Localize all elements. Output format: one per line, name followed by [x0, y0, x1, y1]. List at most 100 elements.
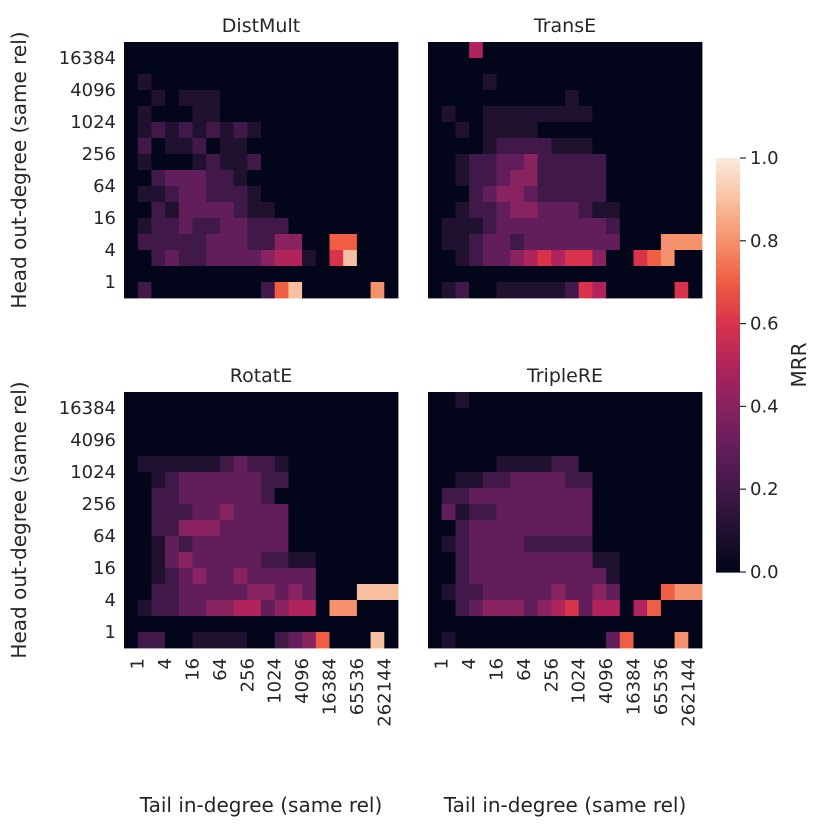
heatmap-cell	[619, 42, 634, 59]
heatmap-cell	[178, 552, 193, 569]
heatmap-cell	[565, 106, 580, 123]
heatmap-cell	[482, 250, 497, 267]
heatmap-cell	[469, 392, 484, 409]
heatmap-cell	[151, 170, 166, 187]
heatmap-cell	[124, 186, 139, 203]
heatmap-cell	[441, 122, 456, 139]
heatmap-cell	[151, 122, 166, 139]
heatmap-cell	[633, 456, 648, 473]
heatmap-cell	[523, 106, 538, 123]
heatmap-cell	[674, 138, 689, 155]
heatmap-cell	[633, 616, 648, 633]
heatmap-cell	[233, 122, 248, 139]
heatmap-cell	[469, 456, 484, 473]
heatmap-cell	[633, 408, 648, 425]
colorbar-segment	[716, 158, 740, 163]
heatmap-cell	[469, 74, 484, 91]
heatmap-cell	[247, 170, 262, 187]
colorbar-segment	[716, 472, 740, 478]
heatmap-cell	[151, 552, 166, 569]
heatmap-cell	[660, 584, 675, 601]
heatmap-cell	[343, 74, 358, 91]
heatmap-cell	[428, 74, 443, 91]
colorbar-segment	[716, 439, 740, 445]
heatmap-cell	[137, 456, 152, 473]
heatmap-cell	[343, 42, 358, 59]
heatmap-cell	[233, 154, 248, 171]
heatmap-cell	[247, 408, 262, 425]
heatmap-cell	[523, 472, 538, 489]
heatmap-cell	[370, 552, 385, 569]
heatmap-cell	[233, 568, 248, 585]
heatmap-cell	[551, 106, 566, 123]
heatmap-cell	[151, 42, 166, 59]
x-tick-label: 1	[128, 658, 149, 669]
heatmap-cell	[274, 282, 289, 299]
colorbar-segment	[716, 534, 740, 540]
heatmap-cell	[606, 568, 621, 585]
heatmap-cell	[178, 472, 193, 489]
heatmap-cell	[523, 568, 538, 585]
heatmap-cell	[274, 170, 289, 187]
heatmap-cell	[482, 58, 497, 75]
heatmap-cell	[288, 58, 303, 75]
heatmap-cell	[496, 392, 511, 409]
heatmap-cell	[606, 282, 621, 299]
heatmap-cell	[274, 154, 289, 171]
heatmap-cell	[261, 584, 276, 601]
heatmap-cell	[482, 106, 497, 123]
heatmap-cell	[178, 424, 193, 441]
panel-transe: TransE	[428, 15, 703, 299]
heatmap-cell	[247, 154, 262, 171]
heatmap-cell	[537, 520, 552, 537]
heatmap-cell	[137, 202, 152, 219]
heatmap-cell	[551, 186, 566, 203]
heatmap-cell	[192, 170, 207, 187]
heatmap-cell	[537, 74, 552, 91]
heatmap-cell	[356, 568, 371, 585]
colorbar-segment	[716, 518, 740, 523]
heatmap-cell	[551, 616, 566, 633]
heatmap-cell	[660, 250, 675, 267]
heatmap-cell	[688, 504, 703, 521]
heatmap-cell	[688, 472, 703, 489]
heatmap-cell	[647, 456, 662, 473]
heatmap-cell	[496, 234, 511, 251]
heatmap-cell	[151, 632, 166, 649]
heatmap-cell	[688, 488, 703, 505]
heatmap-cell	[315, 632, 330, 649]
heatmap-cell	[343, 282, 358, 299]
heatmap-cell	[137, 74, 152, 91]
heatmap-cell	[428, 584, 443, 601]
heatmap-cell	[606, 186, 621, 203]
heatmap-cell	[315, 424, 330, 441]
heatmap-cell	[247, 584, 262, 601]
heatmap-cell	[660, 154, 675, 171]
heatmap-cell	[137, 440, 152, 457]
heatmap-cell	[482, 504, 497, 521]
heatmap-cell	[274, 616, 289, 633]
heatmap-cell	[206, 424, 221, 441]
heatmap-cell	[178, 218, 193, 235]
heatmap-cell	[469, 568, 484, 585]
heatmap-cell	[469, 440, 484, 457]
heatmap-cell	[206, 392, 221, 409]
heatmap-cell	[288, 504, 303, 521]
heatmap-cell	[370, 154, 385, 171]
heatmap-cell	[674, 58, 689, 75]
heatmap-cell	[274, 408, 289, 425]
heatmap-cell	[428, 536, 443, 553]
heatmap-cell	[206, 456, 221, 473]
heatmap-cell	[178, 170, 193, 187]
heatmap-cell	[247, 74, 262, 91]
heatmap-cell	[343, 408, 358, 425]
heatmap-cell	[137, 250, 152, 267]
heatmap-cell	[274, 552, 289, 569]
heatmap-cell	[233, 234, 248, 251]
heatmap-cell	[578, 552, 593, 569]
heatmap-cell	[537, 632, 552, 649]
heatmap-cell	[124, 584, 139, 601]
heatmap-cell	[619, 600, 634, 617]
heatmap-cell	[233, 536, 248, 553]
heatmap-cell	[455, 536, 470, 553]
